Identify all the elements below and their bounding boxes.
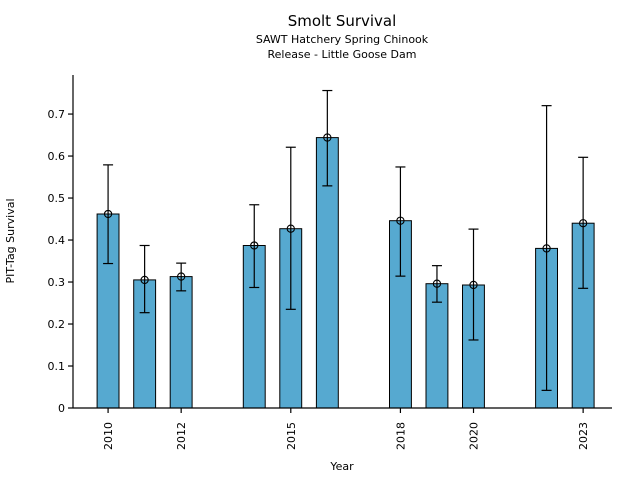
x-tick-label-2010: 2010 <box>102 422 115 450</box>
x-tick-label-2015: 2015 <box>285 422 298 450</box>
y-tick-label-0.4: 0.4 <box>48 234 66 247</box>
point-marker-2011 <box>140 275 149 285</box>
x-tick-label-2023: 2023 <box>577 422 590 450</box>
y-tick-label-0.6: 0.6 <box>48 150 66 163</box>
y-tick-label-0: 0 <box>58 402 65 415</box>
point-marker-2018 <box>396 216 405 225</box>
point-marker-2016 <box>323 133 332 142</box>
bar-2012 <box>169 276 193 409</box>
point-marker-2019 <box>432 279 442 288</box>
chart-subtitle-line1: SAWT Hatchery Spring Chinook <box>256 33 429 46</box>
point-marker-2020 <box>469 280 478 290</box>
plot-area: 0 0.1 0.2 0.3 0.4 0.5 0.6 0.7 2010 2012 2015 2018 20… <box>48 75 612 450</box>
y-tick-label-0.1: 0.1 <box>48 360 66 373</box>
y-axis-title: PIT-Tag Survival <box>4 198 17 283</box>
point-marker-2010 <box>103 209 113 219</box>
y-tick-label-0.3: 0.3 <box>48 276 66 289</box>
chart-subtitle-line2: Release - Little Goose Dam <box>268 48 417 61</box>
point-marker-2014 <box>250 241 259 250</box>
point-marker-2023 <box>578 219 588 228</box>
y-tick-label-0.2: 0.2 <box>48 318 66 331</box>
chart-title: Smolt Survival <box>288 12 397 30</box>
y-tick-label-0.7: 0.7 <box>48 108 66 121</box>
point-marker-2015 <box>286 224 295 233</box>
x-axis-title: Year <box>329 460 354 473</box>
point-marker-2012 <box>177 272 186 281</box>
x-tick-label-2018: 2018 <box>394 422 407 450</box>
x-tick-label-2012: 2012 <box>175 422 188 450</box>
y-tick-label-0.5: 0.5 <box>48 192 66 205</box>
x-tick-label-2020: 2020 <box>468 422 481 450</box>
point-marker-2022 <box>542 244 551 253</box>
